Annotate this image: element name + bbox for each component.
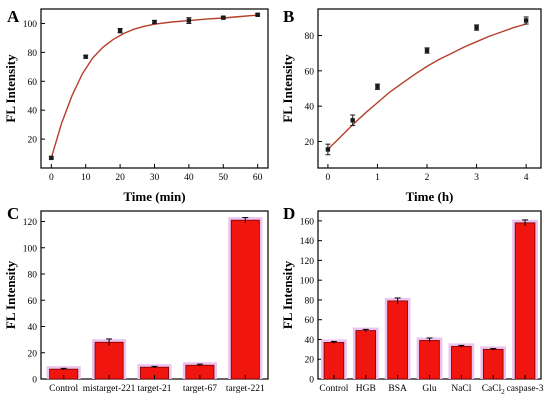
data-point [186, 18, 192, 23]
y-tick-label: 40 [305, 103, 315, 113]
panel-c: C 0 20 40 60 80 100 120 FL Intensity Control mista… [3, 204, 269, 394]
y-tick-label: 80 [28, 49, 38, 59]
x-tick-label: 4 [524, 173, 529, 183]
data-point [152, 19, 157, 25]
category-label: Control [319, 384, 348, 394]
data-point [523, 18, 529, 23]
y-tick-label: 0 [309, 376, 314, 386]
bar [419, 340, 440, 380]
y-tick-label: 140 [300, 237, 315, 247]
category-subscript: 2 [501, 388, 505, 396]
panel-a: A 20 40 60 80 100 FL Intensity 0 10 20 30 40 50 60 Tim… [3, 7, 269, 204]
category-label: CaCl2 [482, 384, 506, 396]
y-axis-title: FL Intensity [280, 54, 295, 123]
data-point [350, 118, 355, 123]
x-tick-label: 30 [150, 173, 160, 183]
category-label: target-21 [137, 384, 171, 394]
y-axis-title: FL Intensity [3, 260, 18, 329]
y-tick-label: 40 [305, 336, 315, 346]
fit-curve [327, 23, 527, 150]
y-tick-label: 0 [32, 376, 37, 386]
bar [323, 342, 345, 380]
x-tick-label: 3 [474, 173, 479, 183]
bar [387, 300, 408, 380]
category-label: caspase-3 [507, 384, 544, 394]
x-tick-label: 0 [49, 173, 54, 183]
y-tick-label: 120 [300, 257, 315, 267]
y-tick-label: 60 [305, 67, 315, 77]
panel-d: D 0 20 40 60 80 100 120 140 160 FL Intensity Contro… [280, 204, 544, 396]
y-tick-label: 20 [305, 356, 315, 366]
panel-letter: A [7, 7, 20, 26]
bar [230, 219, 260, 380]
y-tick-label: 100 [300, 277, 315, 287]
category-label: Glu [422, 384, 437, 394]
y-tick-label: 120 [23, 218, 38, 228]
data-point [117, 28, 123, 33]
category-label: target-221 [226, 384, 265, 394]
x-tick-label: 50 [219, 173, 229, 183]
y-tick-label: 40 [28, 107, 38, 117]
x-tick-label: 1 [375, 173, 380, 183]
category-label: Control [49, 384, 78, 394]
panel-letter: C [7, 204, 19, 223]
data-point [375, 84, 380, 89]
data-point [255, 12, 260, 17]
x-tick-label: 40 [184, 173, 194, 183]
bar [451, 345, 472, 380]
category-label: target-67 [183, 384, 217, 394]
x-tick-label: 0 [326, 173, 331, 183]
x-axis-title: Time (min) [123, 189, 185, 204]
y-tick-label: 20 [305, 138, 315, 148]
y-tick-label: 40 [28, 323, 38, 333]
bar [94, 341, 124, 380]
x-tick-label: 20 [115, 173, 125, 183]
category-label: NaCl [451, 384, 471, 394]
x-tick-label: 10 [81, 173, 91, 183]
x-axis-title: Time (h) [406, 189, 454, 204]
y-axis-title: FL Intensity [280, 260, 295, 329]
y-axis-title: FL Intensity [3, 54, 18, 123]
data-point [49, 155, 54, 161]
panel-b: B 20 40 60 80 FL Intensity 0 1 2 3 4 Time (h) [280, 7, 542, 204]
y-tick-label: 60 [28, 297, 38, 307]
y-tick-label: 100 [23, 244, 38, 254]
x-tick-label: 60 [253, 173, 263, 183]
y-tick-label: 20 [28, 349, 38, 359]
data-point [424, 48, 430, 53]
y-tick-label: 100 [23, 20, 38, 30]
y-tick-label: 160 [300, 217, 315, 227]
category-label: HGB [356, 384, 376, 394]
bar [355, 330, 377, 380]
data-point [325, 147, 331, 152]
plot-frame [317, 8, 542, 169]
panel-letter: D [283, 204, 295, 223]
data-point [474, 25, 479, 30]
x-tick-label: 2 [425, 173, 430, 183]
y-tick-label: 20 [28, 136, 38, 146]
y-tick-label: 60 [305, 316, 315, 326]
y-tick-label: 80 [28, 271, 38, 281]
panel-letter: B [283, 7, 294, 26]
data-point [221, 15, 226, 20]
bar [514, 222, 536, 380]
category-label: BSA [388, 384, 407, 394]
y-tick-label: 80 [305, 32, 315, 42]
data-point [83, 54, 88, 59]
category-label: mistarget-221 [83, 384, 136, 394]
bar [482, 348, 504, 380]
fit-curve [50, 14, 258, 159]
y-tick-label: 60 [28, 78, 38, 88]
y-tick-label: 80 [305, 296, 315, 306]
